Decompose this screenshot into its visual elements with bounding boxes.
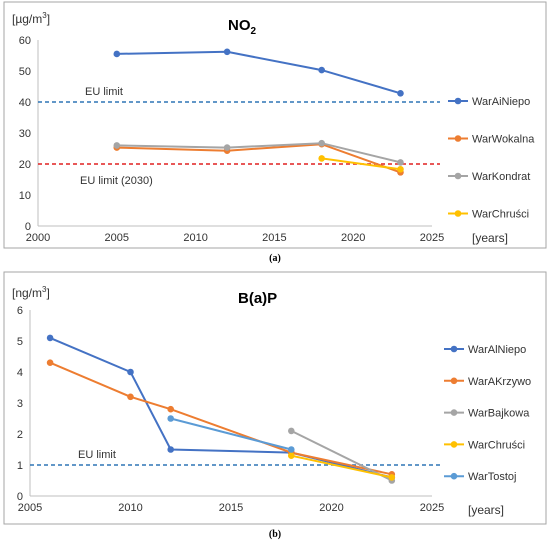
- legend-marker-WarTostoj: [450, 472, 458, 480]
- data-point-WarAlNiepo: [46, 334, 54, 342]
- data-point-WarChruści: [388, 474, 396, 481]
- legend-marker-WarWokalna: [454, 135, 462, 142]
- y-tick-label: 0: [17, 491, 23, 503]
- data-point-WarKondrat: [397, 159, 404, 166]
- x-axis-label: [years]: [472, 231, 508, 245]
- data-point-WarKondrat: [318, 139, 325, 147]
- data-point-WarKondrat: [223, 144, 231, 151]
- y-tick-label: 30: [19, 128, 31, 140]
- x-tick-label: 2000: [26, 232, 50, 244]
- y-tick-label: 4: [17, 367, 23, 379]
- legend-entry: WarWokalna: [472, 134, 535, 146]
- y-tick-label: 3: [17, 398, 23, 410]
- data-point-WarAKrzywo: [46, 359, 54, 367]
- y-axis-label-superscript: 3: [42, 11, 47, 20]
- legend-marker-WarAKrzywo: [450, 377, 458, 385]
- legend-marker-WarChruści: [454, 210, 462, 217]
- series-line-WarChruści: [321, 157, 401, 171]
- y-tick-label: 2: [17, 429, 23, 441]
- data-point-WarAlNiepo: [167, 446, 174, 453]
- legend-entry: WarChruści: [472, 209, 529, 221]
- chart-title: B(a)P: [238, 290, 277, 307]
- x-tick-label: 2010: [118, 502, 142, 514]
- x-tick-label: 2015: [219, 502, 243, 514]
- data-point-WarAlNiepo: [127, 368, 134, 376]
- data-point-WarChruści: [288, 452, 295, 460]
- legend-entry: WarBajkowa: [468, 408, 530, 420]
- x-tick-label: 2025: [420, 232, 444, 244]
- series-line-WarChruści: [291, 454, 393, 479]
- y-axis-label-unit: [ng/m: [12, 286, 42, 300]
- series-line-WarBajkowa: [290, 430, 393, 482]
- legend-entry: WarTostoj: [468, 471, 517, 483]
- data-point-WarAiNiepo: [318, 66, 325, 74]
- reference-line-label: EU limit: [85, 86, 123, 98]
- x-tick-label: 2015: [262, 232, 286, 244]
- data-point-WarAKrzywo: [127, 393, 134, 401]
- legend-marker-WarChruści: [450, 441, 458, 448]
- chart-panel-b: 2005 2010 2015 2020 20250123456B(a)P[ng/m3][…: [3, 271, 547, 525]
- y-tick-label: 60: [19, 35, 31, 47]
- data-point-WarChruści: [318, 155, 325, 162]
- reference-line-label: EU limit: [78, 449, 116, 461]
- x-tick-label: 2005: [105, 232, 129, 244]
- y-tick-label: 40: [19, 97, 31, 109]
- y-tick-label: 6: [17, 305, 23, 317]
- y-tick-label: 0: [25, 221, 31, 233]
- data-point-WarKondrat: [113, 142, 121, 149]
- series-line-WarTostoj: [170, 417, 292, 451]
- y-axis-label-end: ]: [46, 286, 49, 300]
- legend-marker-WarAiNiepo: [454, 97, 462, 105]
- reference-line-label: EU limit (2030): [80, 175, 153, 187]
- y-axis-label: [µg/m3]: [12, 11, 50, 26]
- data-point-WarTostoj: [167, 415, 174, 422]
- series-line-WarWokalna: [116, 143, 401, 174]
- chart-frame: [3, 1, 547, 249]
- x-tick-label: 2005: [18, 502, 42, 514]
- chart-panel-a: 2000 2005 2010 2015 2020 2025 0 10 20 30 40 50 60 NO2…: [3, 1, 547, 249]
- x-tick-label: 2020: [341, 232, 365, 244]
- legend-entry: WarChruści: [468, 439, 525, 451]
- y-tick-label: 1: [17, 460, 23, 472]
- panel-label: (a): [269, 253, 281, 264]
- panel-label: (b): [269, 529, 281, 540]
- y-axis-label: [ng/m3]: [12, 285, 50, 300]
- chart-title-subscript: 2: [251, 26, 257, 37]
- x-tick-label: 2025: [420, 502, 444, 514]
- legend-entry: WarKondrat: [472, 171, 530, 183]
- legend-entry: WarAiNiepo: [472, 96, 530, 108]
- legend-entry: WarAlNiepo: [468, 344, 526, 356]
- series-line-WarKondrat: [116, 142, 401, 164]
- data-point-WarAiNiepo: [223, 48, 231, 56]
- data-point-WarAKrzywo: [167, 405, 174, 413]
- legend-marker-WarKondrat: [454, 172, 462, 180]
- data-point-WarTostoj: [288, 446, 295, 453]
- y-tick-label: 10: [19, 190, 31, 202]
- chart-frame: [3, 271, 547, 525]
- legend-marker-WarBajkowa: [450, 409, 458, 416]
- chart-title-text: NO: [228, 17, 251, 34]
- chart-title-text: B(a)P: [238, 290, 277, 307]
- series-line-WarAiNiepo: [116, 50, 401, 95]
- data-point-WarBajkowa: [288, 427, 295, 435]
- data-point-WarAiNiepo: [113, 50, 121, 58]
- data-point-WarAiNiepo: [397, 90, 404, 97]
- y-axis-label-unit: [µg/m: [12, 12, 42, 26]
- x-axis-label: [years]: [468, 503, 504, 517]
- data-point-WarChruści: [397, 165, 404, 173]
- x-tick-label: 2020: [319, 502, 343, 514]
- chart-title: NO2: [228, 17, 257, 37]
- y-tick-label: 50: [19, 66, 31, 78]
- legend-marker-WarAlNiepo: [450, 345, 458, 353]
- y-axis-label-superscript: 3: [42, 285, 47, 294]
- x-tick-label: 2010: [183, 232, 207, 244]
- y-axis-label-end: ]: [47, 12, 50, 26]
- y-tick-label: 20: [19, 159, 31, 171]
- legend-entry: WarAKrzywo: [468, 376, 531, 388]
- y-tick-label: 5: [17, 336, 23, 348]
